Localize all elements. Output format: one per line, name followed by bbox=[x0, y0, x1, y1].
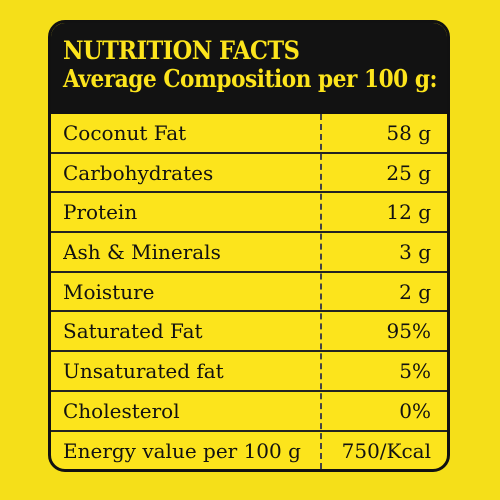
nutrient-name: Cholesterol bbox=[63, 398, 180, 423]
nutrient-name: Moisture bbox=[63, 279, 155, 304]
table-row: Carbohydrates 25 g bbox=[51, 154, 447, 194]
table-row: Energy value per 100 g 750/Kcal bbox=[51, 432, 447, 470]
nutrient-value: 95% bbox=[386, 319, 431, 344]
table-row: Ash & Minerals 3 g bbox=[51, 233, 447, 273]
nutrient-name: Ash & Minerals bbox=[63, 239, 221, 264]
nutrition-facts-panel: NUTRITION FACTS Average Composition per … bbox=[48, 20, 450, 472]
nutrition-table: Coconut Fat 58 g Carbohydrates 25 g Prot… bbox=[51, 114, 447, 469]
table-row: Coconut Fat 58 g bbox=[51, 114, 447, 154]
nutrient-value: 750/Kcal bbox=[341, 439, 431, 464]
nutrient-name: Coconut Fat bbox=[63, 120, 187, 145]
nutrient-value: 2 g bbox=[399, 279, 431, 304]
nutrient-name: Unsaturated fat bbox=[63, 358, 224, 383]
table-row: Unsaturated fat 5% bbox=[51, 352, 447, 392]
column-divider bbox=[320, 114, 322, 469]
nutrient-name: Energy value per 100 g bbox=[63, 439, 301, 464]
nutrient-value: 25 g bbox=[386, 160, 431, 185]
nutrient-name: Saturated Fat bbox=[63, 319, 203, 344]
nutrient-value: 3 g bbox=[399, 239, 431, 264]
composition-subtitle: Average Composition per 100 g: bbox=[63, 64, 437, 94]
nutrient-value: 5% bbox=[399, 358, 431, 383]
nutrient-name: Carbohydrates bbox=[63, 160, 214, 185]
nutrient-value: 0% bbox=[399, 398, 431, 423]
nutrition-header: NUTRITION FACTS Average Composition per … bbox=[51, 23, 447, 114]
nutrient-name: Protein bbox=[63, 200, 138, 225]
table-row: Protein 12 g bbox=[51, 193, 447, 234]
table-row: Saturated Fat 95% bbox=[51, 312, 447, 353]
nutrient-value: 12 g bbox=[386, 200, 431, 225]
table-row: Moisture 2 g bbox=[51, 273, 447, 313]
nutrient-value: 58 g bbox=[386, 120, 431, 145]
nutrition-title: NUTRITION FACTS bbox=[63, 36, 300, 65]
table-row: Cholesterol 0% bbox=[51, 392, 447, 432]
